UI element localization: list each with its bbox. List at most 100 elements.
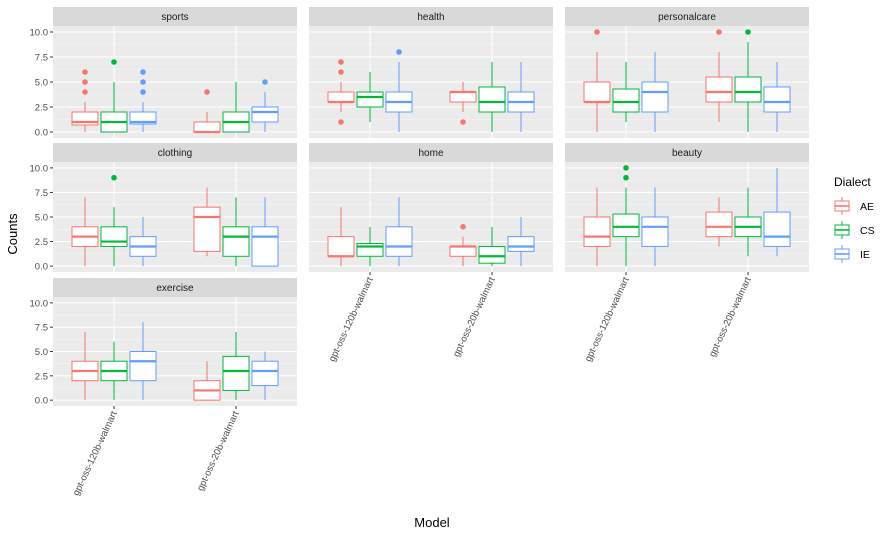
- y-tick-label: 10.0: [30, 298, 49, 309]
- box-outlier: [111, 174, 117, 181]
- box-IE-20b: [507, 217, 535, 267]
- box-outlier: [204, 89, 210, 95]
- facet-panel-clothing: clothing: [53, 143, 297, 272]
- y-tick-label: 0.0: [35, 128, 48, 139]
- x-tick-label: gpt-oss-120b-walmart: [327, 275, 376, 363]
- box-iqr: [705, 211, 733, 238]
- box-iqr: [641, 216, 669, 247]
- box-iqr: [763, 86, 791, 113]
- box-iqr: [356, 91, 384, 108]
- box-AE-20b: [705, 29, 733, 122]
- facet-strip: [309, 7, 553, 26]
- x-tick-label: gpt-oss-20b-walmart: [707, 275, 754, 358]
- box-CS-20b: [222, 197, 250, 267]
- box-CS-120b: [612, 165, 640, 267]
- box-iqr: [449, 91, 477, 103]
- facet-strip-label: personalcare: [658, 12, 716, 23]
- box-outlier: [338, 59, 344, 65]
- box-iqr: [193, 121, 221, 133]
- box-IE-120b: [385, 49, 413, 132]
- facet-strip: [565, 143, 809, 162]
- facet-strip: [309, 143, 553, 162]
- box-IE-20b: [251, 197, 279, 267]
- box-AE-20b: [705, 197, 733, 247]
- box-AE-120b: [71, 197, 99, 267]
- box-iqr: [222, 355, 250, 391]
- box-outlier: [82, 69, 88, 75]
- box-iqr: [507, 236, 535, 252]
- facet-strip-label: exercise: [156, 283, 194, 294]
- box-IE-20b: [251, 351, 279, 401]
- box-AE-20b: [193, 187, 221, 257]
- box-iqr: [449, 245, 477, 257]
- y-tick-label: 10.0: [30, 163, 49, 174]
- x-tick-label: gpt-oss-20b-walmart: [195, 409, 242, 492]
- box-iqr: [734, 76, 762, 103]
- box-outlier: [396, 49, 402, 55]
- facet-strip-label: clothing: [158, 148, 192, 159]
- box-iqr: [763, 211, 791, 247]
- box-iqr: [612, 88, 640, 113]
- y-tick-label: 2.5: [35, 371, 48, 382]
- box-CS-120b: [100, 59, 128, 133]
- box-outlier: [82, 79, 88, 85]
- box-CS-120b: [100, 341, 128, 401]
- box-CS-120b: [356, 226, 384, 267]
- legend-title: Dialect: [834, 175, 871, 189]
- box-iqr: [129, 351, 157, 382]
- y-tick-label: 5.0: [35, 213, 48, 224]
- box-CS-20b: [478, 62, 506, 132]
- box-AE-120b: [327, 207, 355, 267]
- box-iqr: [612, 213, 640, 238]
- box-iqr: [478, 86, 506, 113]
- panels-layer: sports health personalcare clothing home beau…: [53, 7, 809, 406]
- y-axis-title: Counts: [5, 213, 20, 255]
- facet-panel-health: health: [309, 7, 553, 138]
- box-AE-20b: [449, 224, 477, 267]
- facet-strip-label: health: [417, 12, 444, 23]
- box-outlier: [594, 29, 600, 35]
- box-CS-20b: [222, 332, 250, 401]
- box-outlier: [460, 224, 466, 230]
- box-outlier: [140, 89, 146, 95]
- box-iqr: [193, 206, 221, 252]
- legend-item-CS: CS: [832, 220, 875, 240]
- box-AE-120b: [583, 187, 611, 267]
- box-AE-120b: [583, 29, 611, 132]
- box-CS-20b: [222, 82, 250, 133]
- facet-strip: [53, 143, 297, 162]
- box-IE-20b: [507, 62, 535, 132]
- box-CS-120b: [612, 62, 640, 122]
- box-AE-120b: [71, 69, 99, 132]
- box-IE-120b: [129, 322, 157, 401]
- x-tick-label: gpt-oss-120b-walmart: [583, 275, 632, 363]
- legend-item-IE: IE: [832, 244, 870, 264]
- box-iqr: [251, 106, 279, 123]
- box-outlier: [716, 29, 722, 35]
- legend-label: AE: [860, 201, 874, 213]
- box-CS-120b: [356, 72, 384, 122]
- box-outlier: [623, 174, 629, 181]
- y-tick-label: 5.0: [35, 347, 48, 358]
- box-AE-120b: [327, 59, 355, 125]
- x-tick-label: gpt-oss-120b-walmart: [71, 409, 120, 497]
- facet-strip-label: sports: [161, 12, 188, 23]
- box-CS-20b: [734, 29, 762, 132]
- box-IE-20b: [763, 167, 791, 257]
- box-outlier: [460, 119, 466, 125]
- facet-panel-personalcare: personalcare: [565, 7, 809, 138]
- box-outlier: [262, 79, 268, 85]
- legend-label: CS: [860, 225, 875, 237]
- y-tick-label: 0.0: [35, 262, 48, 273]
- box-outlier: [338, 119, 344, 125]
- y-tick-label: 7.5: [35, 323, 48, 334]
- box-IE-120b: [129, 217, 157, 267]
- legend-item-AE: AE: [832, 196, 874, 216]
- facet-panel-beauty: beauty: [565, 143, 809, 272]
- facet-panel-home: home: [309, 143, 553, 272]
- box-outlier: [140, 69, 146, 75]
- y-tick-label: 7.5: [35, 53, 48, 64]
- box-outlier: [745, 29, 751, 35]
- box-AE-120b: [71, 332, 99, 401]
